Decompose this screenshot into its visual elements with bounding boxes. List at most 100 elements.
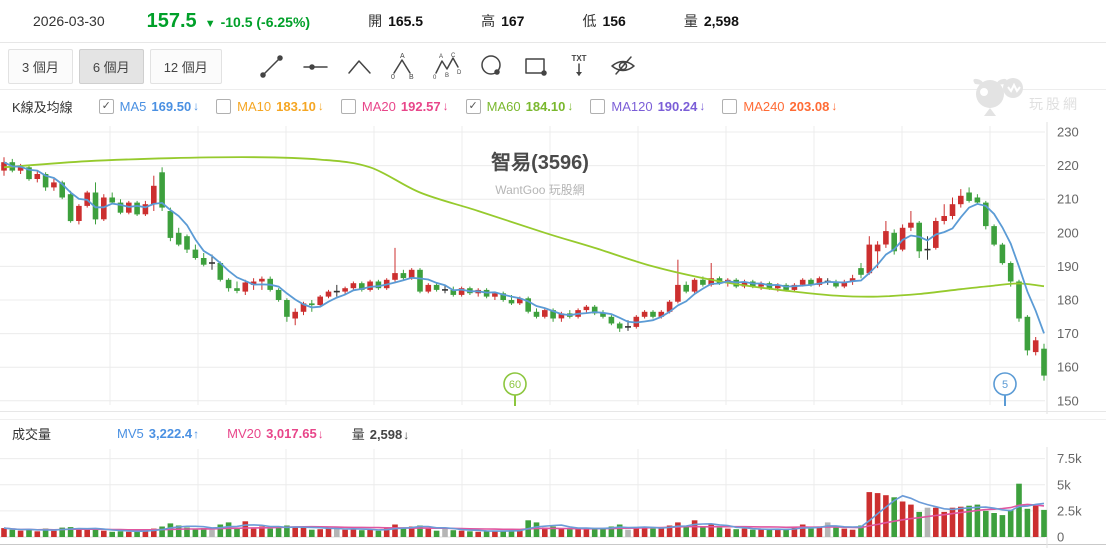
checkbox-unchecked-icon[interactable]: [590, 98, 606, 114]
volume-bar: [151, 528, 157, 537]
candle-body: [425, 284, 432, 292]
volume-bar: [367, 529, 373, 537]
ma-legend-item-ma20[interactable]: MA20 192.57 ↓: [340, 98, 449, 114]
candle-body: [708, 278, 714, 285]
ma-trend-arrow-icon: ↓: [317, 99, 324, 113]
ma-value: 184.10: [525, 98, 566, 114]
ma-trend-arrow-icon: ↓: [567, 99, 574, 113]
chart-toolbar: 3 個月 6 個月 12 個月 A 0 B A B C D 0 TXT: [0, 43, 1106, 90]
volume-bar: [567, 529, 573, 537]
rectangle-icon[interactable]: [518, 48, 554, 84]
candle-body: [1016, 281, 1022, 319]
candle-body: [816, 278, 823, 285]
volume-bar: [666, 525, 673, 537]
candle-body: [583, 306, 590, 311]
ma-value: 192.57: [400, 98, 441, 114]
volume-bar: [691, 520, 698, 537]
low-field: 低 156: [582, 11, 625, 31]
candle-body: [317, 296, 323, 305]
volume-bar: [59, 527, 65, 537]
volume-bar: [175, 525, 182, 537]
volume-bar: [974, 504, 981, 537]
volume-bar: [126, 531, 132, 537]
candle-body: [142, 204, 149, 215]
checkbox-checked-icon[interactable]: ✓: [98, 98, 114, 114]
mv5-legend: MV5 3,222.4 ↑: [117, 426, 199, 441]
day-volume-value: 2,598: [369, 427, 403, 442]
volume-bar: [600, 528, 606, 537]
wave-abc-icon[interactable]: A 0 B: [386, 48, 422, 84]
candle-body: [259, 278, 265, 282]
candle-body: [400, 273, 407, 279]
candle-body: [433, 284, 440, 290]
volume-bar: [217, 524, 224, 537]
volume-bar: [891, 497, 897, 537]
checkbox-checked-icon[interactable]: ✓: [465, 98, 481, 114]
candle-body: [375, 281, 382, 289]
volume-bar: [816, 526, 823, 537]
candlestick-chart[interactable]: 230 220 210 200 190 180 170 160 150 60 5: [0, 122, 1106, 414]
period-button-6個月[interactable]: 6 個月: [78, 48, 144, 84]
volume-bar: [209, 529, 215, 537]
volume-bar: [184, 527, 190, 537]
checkbox-unchecked-icon[interactable]: [216, 98, 232, 114]
low-value: 156: [602, 13, 626, 29]
drawing-tools: A 0 B A B C D 0 TXT: [254, 48, 650, 84]
volume-bar: [242, 521, 249, 537]
volume-bar: [575, 528, 581, 537]
price-group: 157.5 ▼ -10.5 (-6.25%): [147, 10, 310, 33]
candle-body: [533, 311, 540, 317]
volume-axis-tick: 2.5k: [1057, 503, 1082, 518]
ma-legend-item-ma120[interactable]: MA120 190.24 ↓: [590, 98, 705, 114]
ma-legend-items: ✓ MA5 169.50 ↓ MA10 183.10 ↓ MA20 192.57 ↓ ✓ MA60 18…: [98, 98, 855, 114]
candle-body: [999, 244, 1006, 264]
trend-line-icon[interactable]: [254, 48, 290, 84]
volume-bar: [916, 511, 922, 537]
candle-body: [841, 281, 848, 287]
ma-trend-arrow-icon: ↓: [831, 99, 838, 113]
price-change: -10.5 (-6.25%): [220, 13, 311, 30]
text-annotation-icon[interactable]: TXT: [562, 48, 598, 84]
ma-badge-60[interactable]: 60: [503, 372, 527, 406]
candle-body: [417, 269, 423, 292]
ma-legend-item-ma240[interactable]: MA240 203.08 ↓: [722, 98, 838, 114]
candle-body: [1024, 316, 1031, 351]
volume-bar: [799, 524, 806, 537]
checkbox-unchecked-icon[interactable]: [722, 98, 738, 114]
volume-bar: [841, 528, 848, 537]
candle-body: [616, 323, 623, 329]
volume-section-title: 成交量: [12, 427, 52, 442]
volume-bar: [958, 506, 964, 537]
candle-body: [1007, 263, 1014, 282]
period-button-12個月[interactable]: 12 個月: [149, 48, 222, 84]
volume-bar: [309, 529, 315, 537]
circle-icon[interactable]: [474, 48, 510, 84]
ma-badge-5[interactable]: 5: [993, 372, 1017, 406]
svg-text:0: 0: [391, 74, 395, 81]
volume-bar: [134, 530, 140, 537]
horizontal-line-icon[interactable]: [298, 48, 334, 84]
wave-abcd-icon[interactable]: A B C D 0: [430, 48, 466, 84]
ma-legend-item-ma10[interactable]: MA10 183.10 ↓: [216, 98, 324, 114]
candle-body: [775, 284, 781, 289]
day-volume-down-arrow-icon: ↓: [403, 428, 410, 442]
ma-value: 190.24: [657, 98, 698, 114]
candle-body: [26, 167, 32, 180]
volume-bar: [933, 507, 939, 537]
price-axis-tick: 180: [1057, 293, 1079, 308]
candle-body: [542, 310, 548, 317]
volume-bar: [408, 526, 415, 537]
ma-legend-item-ma60[interactable]: ✓ MA60 184.10 ↓: [465, 98, 574, 114]
candle-body: [192, 249, 199, 258]
volume-chart[interactable]: 7.5k 5k 2.5k 0: [0, 447, 1106, 548]
ma-legend-item-ma5[interactable]: ✓ MA5 169.50 ↓: [98, 98, 199, 114]
volume-bar: [284, 525, 290, 537]
volume-bar: [300, 527, 307, 537]
svg-text:A: A: [439, 54, 443, 60]
period-button-3個月[interactable]: 3 個月: [8, 48, 73, 84]
angle-line-icon[interactable]: [342, 48, 378, 84]
checkbox-unchecked-icon[interactable]: [340, 98, 356, 114]
volume-bar: [675, 522, 681, 537]
hide-drawings-icon[interactable]: [606, 48, 642, 84]
volume-bar: [741, 528, 748, 537]
